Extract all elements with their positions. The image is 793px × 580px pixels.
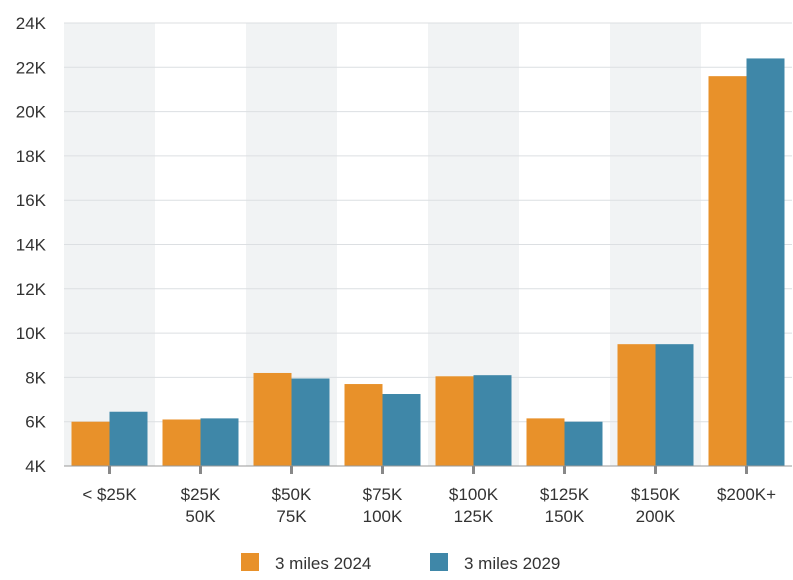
x-tick-label: $200K+ bbox=[717, 485, 776, 504]
x-tick-label: $75K bbox=[363, 485, 403, 504]
y-tick-label: 18K bbox=[16, 147, 47, 166]
y-tick-label: 24K bbox=[16, 14, 47, 33]
y-tick-label: 20K bbox=[16, 103, 47, 122]
x-tick-label: 125K bbox=[454, 507, 494, 526]
x-tick-label: 50K bbox=[185, 507, 216, 526]
y-axis-ticks: 4K 6K 8K 10K 12K 14K 16K 18K 20K 22K 24K bbox=[16, 14, 47, 476]
y-tick-label: 10K bbox=[16, 324, 47, 343]
x-tick-label: < $25K bbox=[82, 485, 137, 504]
bar-series-2 bbox=[200, 418, 239, 466]
bar-series-1 bbox=[344, 384, 383, 466]
y-tick-label: 22K bbox=[16, 58, 47, 77]
bar-series-1 bbox=[708, 76, 747, 466]
bar-series-1 bbox=[162, 419, 201, 466]
legend-label: 3 miles 2029 bbox=[464, 554, 560, 573]
legend-label: 3 miles 2024 bbox=[275, 554, 371, 573]
x-tick-label: 100K bbox=[363, 507, 403, 526]
bar-series-1 bbox=[253, 372, 292, 466]
x-axis-ticks: < $25K $25K 50K $50K 75K $75K 100K $100K 125K $12… bbox=[82, 466, 776, 526]
y-tick-label: 4K bbox=[25, 457, 46, 476]
y-tick-label: 6K bbox=[25, 413, 46, 432]
bar-series-2 bbox=[109, 411, 148, 466]
bar-series-1 bbox=[435, 376, 474, 466]
bar-series-2 bbox=[473, 375, 512, 466]
bars bbox=[71, 58, 785, 466]
bar-series-1 bbox=[617, 344, 656, 466]
legend-swatch bbox=[430, 553, 448, 571]
y-tick-label: 16K bbox=[16, 191, 47, 210]
x-tick-label: 150K bbox=[545, 507, 585, 526]
x-tick-label: $150K bbox=[631, 485, 681, 504]
legend-swatch bbox=[241, 553, 259, 571]
bar-series-2 bbox=[655, 344, 694, 466]
x-tick-label: 200K bbox=[636, 507, 676, 526]
legend: 3 miles 2024 3 miles 2029 bbox=[241, 553, 560, 573]
bar-series-2 bbox=[746, 58, 785, 466]
x-tick-label: $25K bbox=[181, 485, 221, 504]
y-tick-label: 12K bbox=[16, 280, 47, 299]
bar-series-2 bbox=[382, 394, 421, 466]
bar-series-1 bbox=[71, 421, 110, 466]
x-tick-label: $50K bbox=[272, 485, 312, 504]
x-tick-label: $100K bbox=[449, 485, 499, 504]
y-tick-label: 8K bbox=[25, 368, 46, 387]
x-tick-label: 75K bbox=[276, 507, 307, 526]
bar-series-1 bbox=[526, 418, 565, 466]
y-tick-label: 14K bbox=[16, 236, 47, 255]
bar-series-2 bbox=[291, 378, 330, 466]
x-tick-label: $125K bbox=[540, 485, 590, 504]
bar-series-2 bbox=[564, 421, 603, 466]
